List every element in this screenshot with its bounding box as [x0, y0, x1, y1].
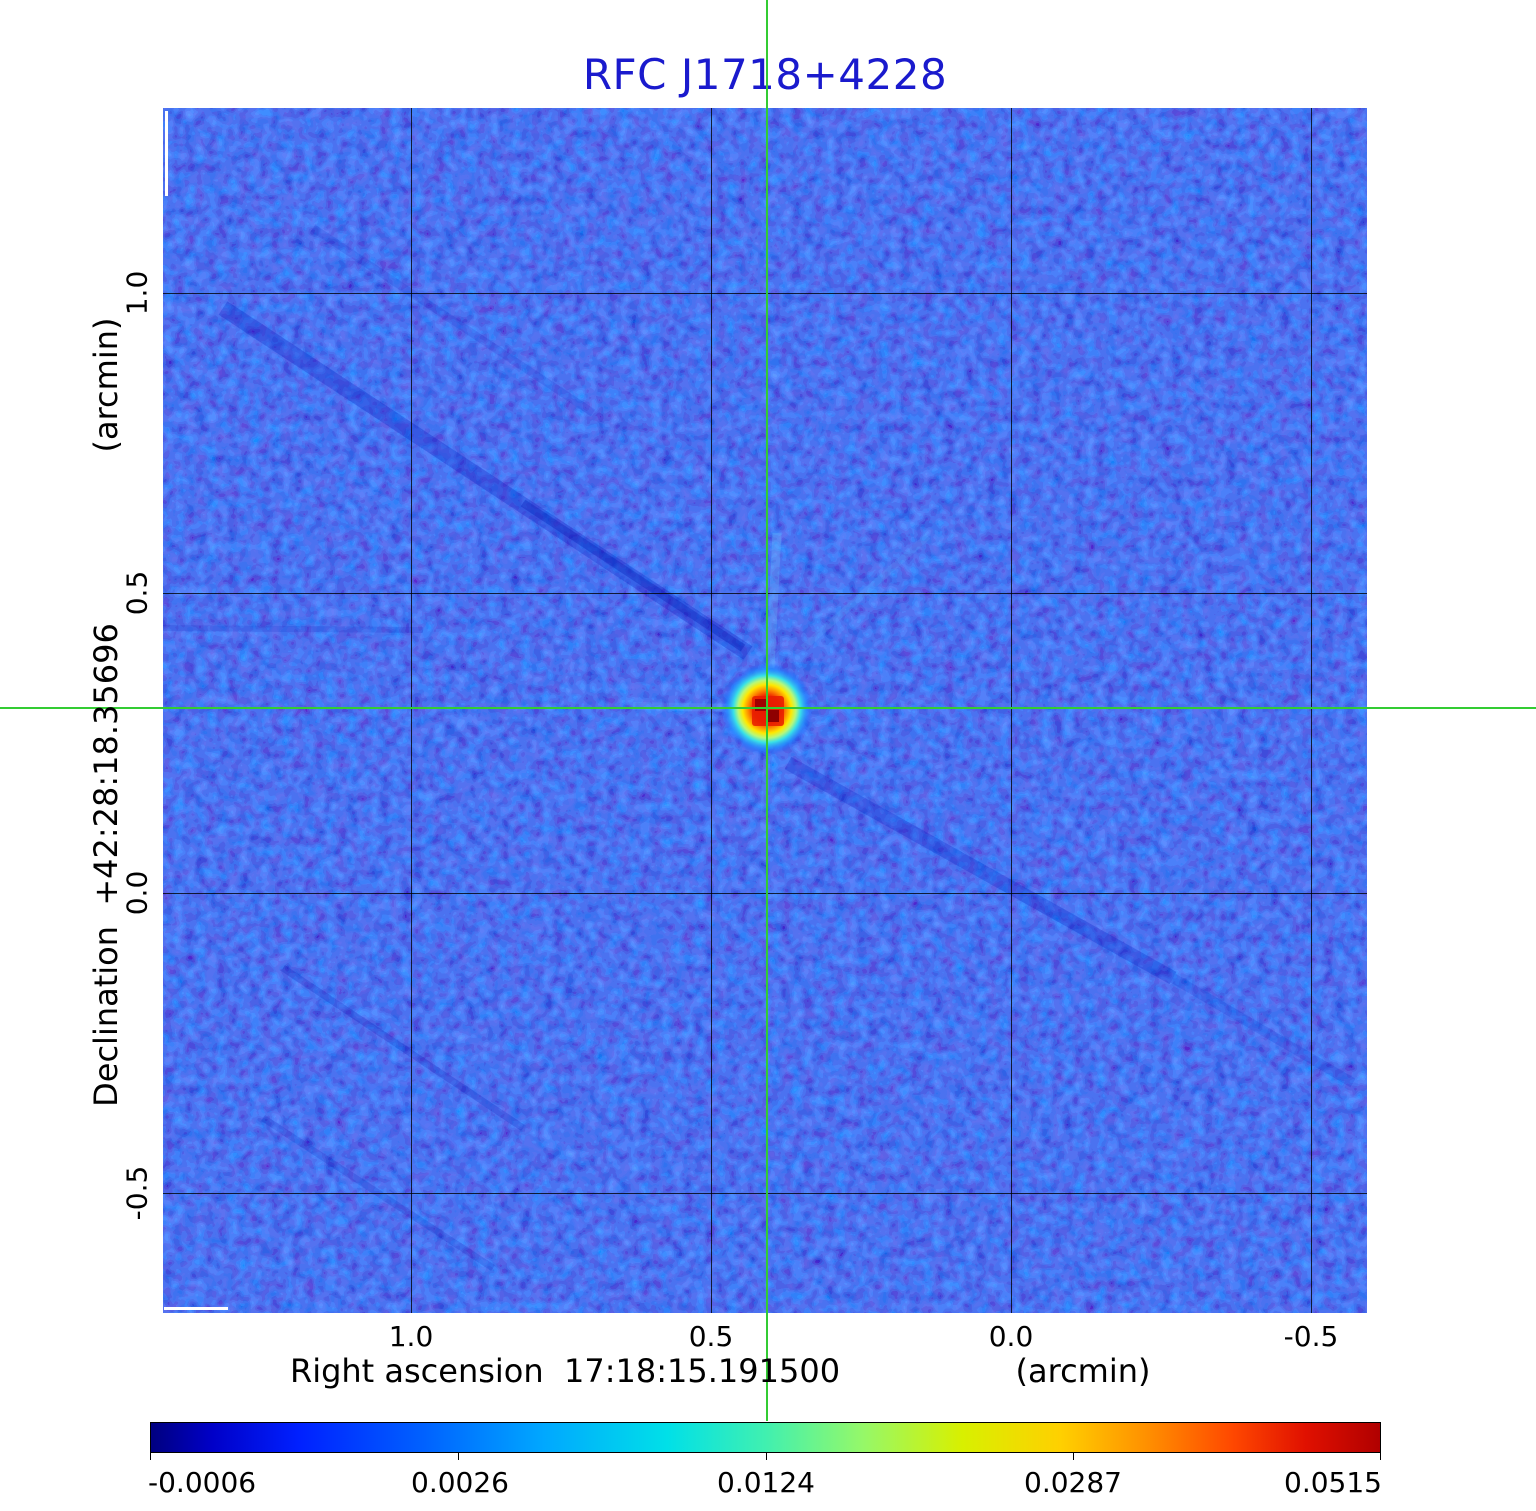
x-tick-label--0.5: -0.5 [1283, 1320, 1339, 1353]
coordinate-grid [163, 108, 1367, 1313]
overlay-marks [164, 111, 228, 1310]
figure-title: RFC J1718+4228 [582, 50, 948, 99]
colorbar-label-1: 0.0026 [411, 1466, 509, 1499]
colorbar [150, 1422, 1381, 1453]
crosshair-horizontal-line [0, 707, 1536, 709]
x-axis-unit-label: (arcmin) [1015, 1352, 1151, 1390]
colorbar-tick-1 [458, 1453, 459, 1460]
x-tick-label-0.0: 0.0 [988, 1320, 1034, 1353]
y-axis-label: Declination +42:28:18.35696 [87, 623, 125, 1107]
colorbar-label-3: 0.0287 [1024, 1466, 1122, 1499]
colorbar-tick-2 [766, 1453, 767, 1460]
x-tick-label-0.5: 0.5 [688, 1320, 734, 1353]
colorbar-label-min: -0.0006 [148, 1466, 257, 1499]
colorbar-tick-0 [150, 1453, 151, 1460]
y-axis-unit-label: (arcmin) [87, 317, 125, 453]
sky-map-canvas [163, 108, 1367, 1313]
colorbar-label-2: 0.0124 [717, 1466, 815, 1499]
left-edge-white-bar [165, 111, 168, 196]
colorbar-tick-4 [1380, 1453, 1381, 1460]
beam-scale-bar [164, 1307, 228, 1310]
x-tick-label-1.0: 1.0 [388, 1320, 434, 1353]
x-axis-label: Right ascension 17:18:15.191500 [289, 1352, 841, 1390]
colorbar-label-max: 0.0515 [1284, 1466, 1382, 1499]
y-tick-label-0.5: 0.5 [120, 570, 154, 616]
y-tick-label-1.0: 1.0 [120, 270, 154, 316]
sky-map-image [163, 108, 1367, 1313]
y-tick-label-0.0: 0.0 [120, 870, 154, 916]
crosshair-vertical-line [766, 0, 768, 1421]
y-tick-label--0.5: -0.5 [120, 1165, 154, 1221]
colorbar-tick-3 [1073, 1453, 1074, 1460]
